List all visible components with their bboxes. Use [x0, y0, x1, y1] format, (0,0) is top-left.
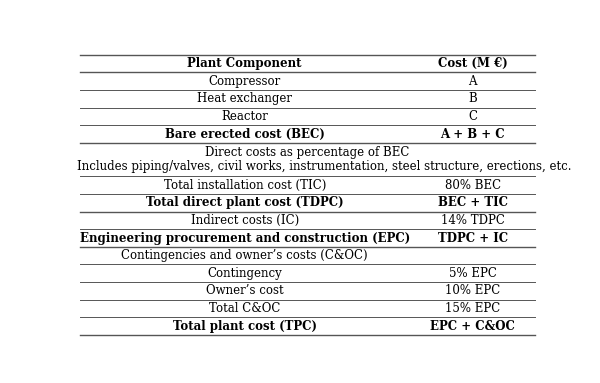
Text: Includes piping/valves, civil works, instrumentation, steel structure, erections: Includes piping/valves, civil works, ins…	[77, 160, 572, 173]
Text: TDPC + IC: TDPC + IC	[437, 232, 508, 245]
Text: C: C	[468, 110, 477, 123]
Text: A: A	[469, 75, 477, 88]
Text: 5% EPC: 5% EPC	[449, 267, 497, 280]
Text: Direct costs as percentage of BEC: Direct costs as percentage of BEC	[205, 146, 410, 159]
Text: Indirect costs (IC): Indirect costs (IC)	[191, 214, 299, 227]
Text: 10% EPC: 10% EPC	[445, 285, 500, 298]
Text: Engineering procurement and construction (EPC): Engineering procurement and construction…	[80, 232, 410, 245]
Text: Contingencies and owner’s costs (C&OC): Contingencies and owner’s costs (C&OC)	[121, 249, 368, 262]
Text: BEC + TIC: BEC + TIC	[437, 196, 508, 210]
Text: 15% EPC: 15% EPC	[445, 302, 500, 315]
Text: Total plant cost (TPC): Total plant cost (TPC)	[173, 320, 317, 333]
Text: Total direct plant cost (TDPC): Total direct plant cost (TDPC)	[146, 196, 344, 210]
Text: 80% BEC: 80% BEC	[445, 179, 500, 192]
Text: Total C&OC: Total C&OC	[209, 302, 280, 315]
Text: B: B	[468, 92, 477, 105]
Text: A + B + C: A + B + C	[440, 128, 505, 141]
Text: Owner’s cost: Owner’s cost	[206, 285, 284, 298]
Text: Compressor: Compressor	[209, 75, 281, 88]
Text: Total installation cost (TIC): Total installation cost (TIC)	[164, 179, 326, 192]
Text: Bare erected cost (BEC): Bare erected cost (BEC)	[165, 128, 325, 141]
Text: Cost (M €): Cost (M €)	[438, 57, 508, 70]
Text: EPC + C&OC: EPC + C&OC	[430, 320, 515, 333]
Text: Contingency: Contingency	[208, 267, 282, 280]
Text: Reactor: Reactor	[221, 110, 268, 123]
Text: Heat exchanger: Heat exchanger	[197, 92, 292, 105]
Text: 14% TDPC: 14% TDPC	[440, 214, 505, 227]
Text: Plant Component: Plant Component	[187, 57, 302, 70]
